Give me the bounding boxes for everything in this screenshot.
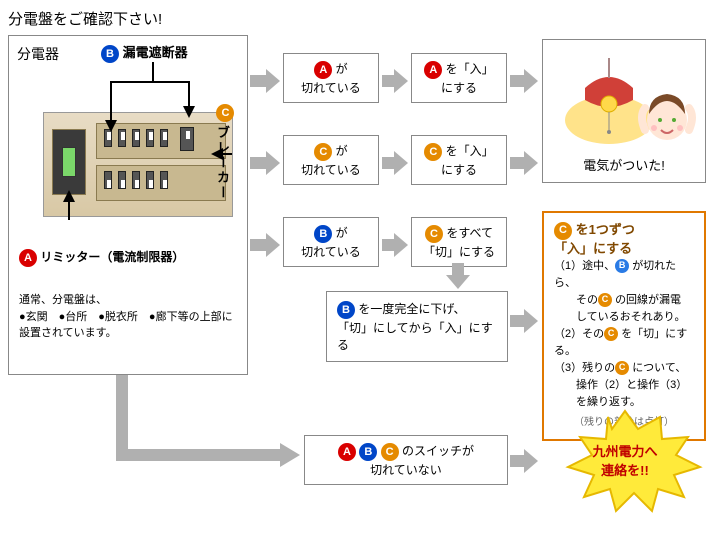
badge-b-icon: B	[314, 225, 332, 243]
badge-c-icon: C	[424, 143, 442, 161]
light-on-box: 電気がついた!	[542, 39, 706, 183]
arrow-r2-1	[382, 151, 408, 175]
text: のスイッチが	[402, 444, 474, 458]
box-c-on: C を「入」 にする	[411, 135, 507, 185]
diagram-stage: 分電器 B 漏電遮断器	[8, 35, 713, 535]
box-a-on: A を「入」 にする	[411, 53, 507, 103]
light-illustration	[549, 48, 699, 152]
text: 「切」にする	[423, 245, 495, 259]
box-a-tripped: A が 切れている	[283, 53, 379, 103]
box-none-tripped: A B C のスイッチが 切れていない	[304, 435, 508, 485]
text: を「入」	[446, 62, 494, 76]
orange-step3: （3）残りのC について、 操作（2）と操作（3） を繰り返す。	[554, 360, 694, 411]
arrow-panel-row2	[250, 151, 280, 175]
panel-note-line1: 通常、分電盤は、	[19, 292, 237, 309]
badge-a-icon: A	[338, 443, 356, 461]
arrow-r1-2	[510, 69, 538, 93]
badge-a-icon: A	[314, 61, 332, 79]
text: にする	[441, 81, 477, 95]
label-a: A リミッター（電流制限器）	[19, 248, 184, 267]
box-b-tripped: B が 切れている	[283, 217, 379, 267]
badge-b-icon: B	[337, 301, 355, 319]
box-c-alloff: C をすべて 「切」にする	[411, 217, 507, 267]
badge-c-icon: C	[598, 293, 612, 307]
label-c-text: ブレーカー	[215, 126, 230, 201]
text: を一度完全に下げ、	[358, 302, 465, 316]
badge-a-icon: A	[19, 249, 37, 267]
text: を1つずつ	[576, 222, 635, 237]
orange-step1: （1）途中、B が切れたら、 そのC の回線が漏電 しているおそれあり。	[554, 258, 694, 326]
badge-c-icon: C	[615, 361, 629, 375]
box-c-tripped: C が 切れている	[283, 135, 379, 185]
panel-note: 通常、分電盤は、 ●玄関 ●台所 ●脱衣所 ●廊下等の上部に設置されています。	[19, 292, 237, 342]
text: 「入」にする	[554, 241, 632, 256]
text: 切れている	[301, 81, 361, 95]
arrow-mid-right	[510, 309, 538, 333]
text: にする	[441, 163, 477, 177]
arrow-r3-down	[452, 263, 470, 289]
arrow-r3-1	[382, 233, 408, 257]
text: 切れている	[301, 163, 361, 177]
orange-step2: （2）そのC を「切」にする。	[554, 326, 694, 360]
text: 「切」にしてから「入」にする	[337, 319, 497, 353]
star-text: 九州電力へ連絡を!!	[570, 441, 680, 479]
arrow-panel-row3	[250, 233, 280, 257]
light-caption: 電気がついた!	[549, 155, 699, 174]
text: を「入」	[446, 144, 494, 158]
breaker-photo-wrap	[33, 68, 223, 218]
box-b-reset: B を一度完全に下げ、 「切」にしてから「入」にする	[326, 291, 508, 362]
arrow-r1-1	[382, 69, 408, 93]
badge-c-icon: C	[425, 225, 443, 243]
badge-a-icon: A	[424, 61, 442, 79]
text: 切れている	[301, 245, 361, 259]
orange-header: C を1つずつ 「入」にする	[554, 221, 694, 258]
label-a-text: リミッター（電流制限器）	[40, 250, 184, 264]
text: が	[336, 226, 348, 240]
badge-c-icon: C	[216, 104, 234, 122]
label-c: C ブレーカー	[213, 104, 234, 224]
arrow-r2-2	[510, 151, 538, 175]
badge-c-icon: C	[381, 443, 399, 461]
arrow-panel-row1	[250, 69, 280, 93]
badge-c-icon: C	[314, 143, 332, 161]
badge-c-icon: C	[554, 222, 572, 240]
text: 切れていない	[370, 463, 442, 477]
badge-b-icon: B	[615, 259, 629, 273]
text: が	[336, 144, 348, 158]
panel-note-line2: ●玄関 ●台所 ●脱衣所 ●廊下等の上部に設置されています。	[19, 309, 237, 342]
page-title: 分電盤をご確認下さい!	[8, 8, 713, 29]
badge-c-icon: C	[604, 327, 618, 341]
pointer-lines	[33, 42, 243, 227]
text: が	[336, 62, 348, 76]
badge-b-icon: B	[359, 443, 377, 461]
text: をすべて	[446, 226, 493, 240]
distribution-panel: 分電器 B 漏電遮断器	[8, 35, 248, 375]
arrow-bottom-right	[510, 449, 538, 473]
